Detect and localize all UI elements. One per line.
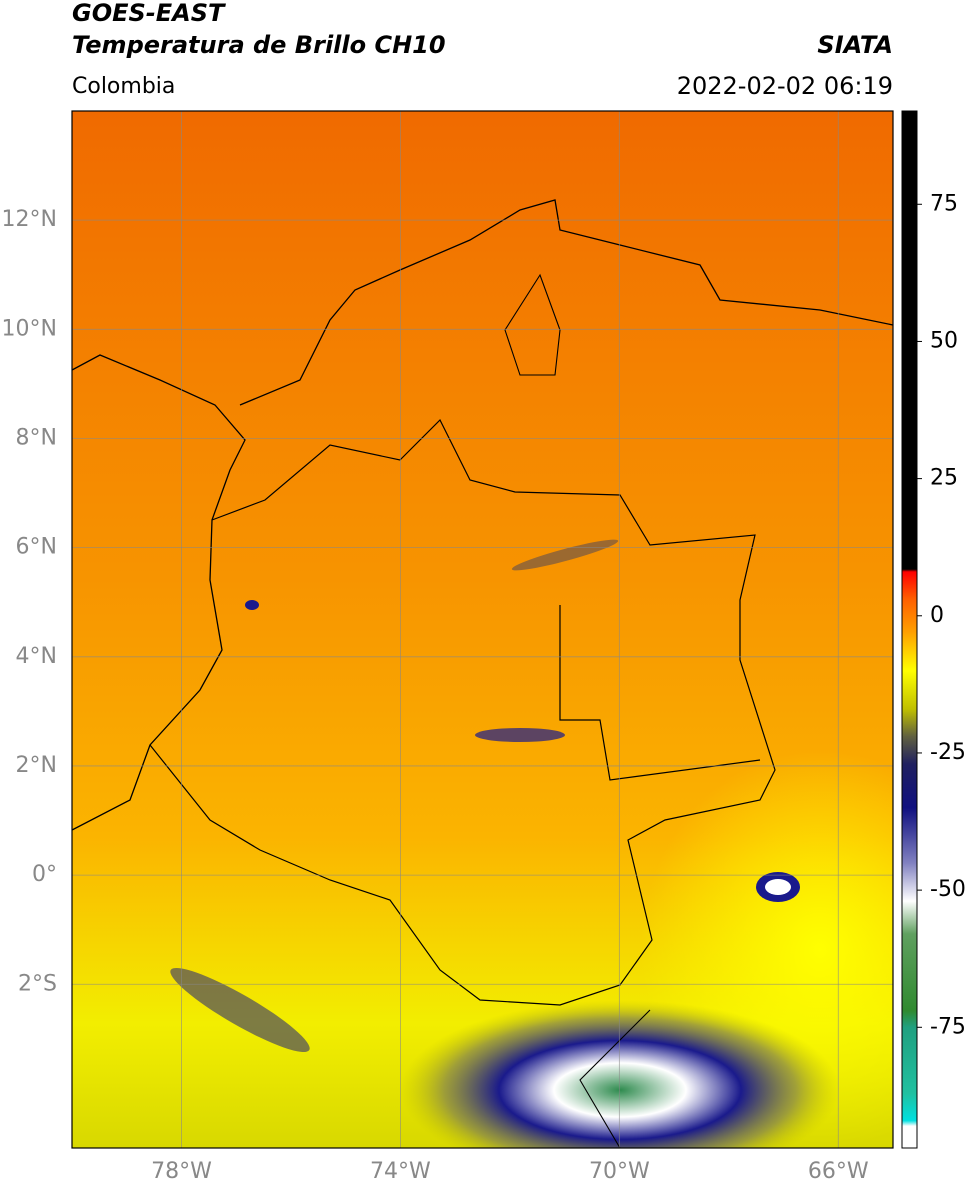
x-tick-label: 78°W — [151, 1159, 212, 1184]
y-tick-label: 6°N — [16, 535, 57, 560]
y-tick-label: 2°S — [18, 971, 57, 996]
map-image — [72, 111, 893, 1148]
colorbar — [901, 110, 918, 1149]
title: GOES-EAST — [72, 0, 226, 27]
y-tick-label: 0° — [32, 862, 57, 887]
y-tick-label: 12°N — [2, 207, 57, 232]
x-tick-label: 66°W — [808, 1159, 869, 1184]
y-tick-label: 2°N — [16, 753, 57, 778]
map-frame — [71, 110, 894, 1149]
colorbar-tick-label: 50 — [930, 328, 958, 353]
subtitle: Temperatura de Brillo CH10 — [72, 31, 446, 59]
colorbar-tick-label: -25 — [930, 740, 966, 765]
region: Colombia — [72, 74, 175, 99]
y-tick-label: 8°N — [16, 425, 57, 450]
colorbar-tick-label: 25 — [930, 466, 958, 491]
x-tick-label: 70°W — [589, 1159, 650, 1184]
datetime: 2022-02-02 06:19 — [677, 72, 893, 100]
colorbar-tick-label: 0 — [930, 603, 944, 628]
colorbar-tick-label: -50 — [930, 877, 966, 902]
colorbar-tick-label: -75 — [930, 1014, 966, 1039]
x-tick-label: 74°W — [370, 1159, 431, 1184]
source: SIATA — [817, 31, 893, 59]
colorbar-tick-label: 75 — [930, 191, 958, 216]
y-tick-label: 4°N — [16, 644, 57, 669]
y-tick-label: 10°N — [2, 316, 57, 341]
